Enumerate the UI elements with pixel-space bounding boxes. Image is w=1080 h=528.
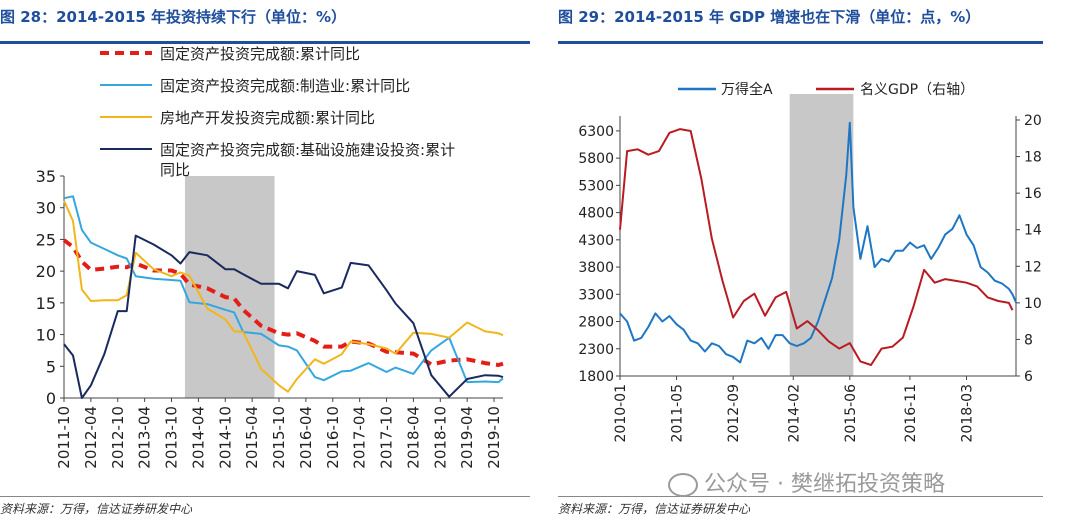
left-footer-rule (0, 496, 530, 497)
legend-label-2: 名义GDP（右轴） (860, 82, 974, 98)
left-figure-title: 图 28：2014-2015 年投资持续下行（单位：%） (0, 8, 347, 26)
x-tick-label: 2010-01 (613, 384, 629, 443)
right-figure: 图 29：2014-2015 年 GDP 增速也在下滑（单位：点，%） 1800… (558, 0, 1080, 528)
y-tick-label: 10 (36, 326, 56, 345)
y-left-tick-label: 5800 (578, 151, 614, 167)
x-tick-label: 2015-04 (243, 406, 261, 469)
x-tick-label: 2017-10 (378, 406, 396, 469)
y-right-tick-label: 10 (1024, 296, 1042, 312)
x-tick-label: 2019-04 (458, 406, 476, 469)
left-line-chart: 0 5 10 15 20 25 30 35 2011-10 2012-04 2012-10 2013-… (36, 45, 504, 469)
x-tick-label: 2018-03 (960, 384, 976, 443)
y-left-tick-label: 3300 (578, 287, 614, 303)
y-right-tick-label: 6 (1024, 369, 1033, 385)
x-tick-label: 2014-04 (189, 406, 207, 469)
y-left-tick-label: 2800 (578, 315, 614, 331)
series-line-4 (63, 234, 504, 399)
series-line-2 (619, 128, 1014, 366)
y-right-tick-label: 18 (1024, 150, 1042, 166)
x-tick-label: 2011-10 (55, 406, 73, 469)
y-left-tick-label: 1800 (578, 369, 614, 385)
y-left-tick-label: 4800 (578, 206, 614, 222)
y-right-tick-label: 20 (1024, 113, 1042, 129)
y-tick-label: 0 (46, 389, 56, 408)
x-tick-label: 2012-04 (82, 406, 100, 469)
x-tick-label: 2014-10 (216, 406, 234, 469)
right-source-note: 资料来源：万得，信达证券研发中心 (558, 502, 751, 516)
legend-label-4: 固定资产投资完成额:基础设施建设投资:累计同比 (160, 141, 455, 179)
x-tick-label: 2013-04 (136, 406, 154, 469)
x-tick-label: 2018-04 (404, 406, 422, 469)
y-tick-label: 5 (46, 357, 56, 376)
y-tick-label: 15 (36, 294, 56, 313)
x-tick-label: 2013-10 (163, 406, 181, 469)
x-tick-label: 2016-04 (297, 406, 315, 469)
x-tick-label: 2019-10 (485, 406, 503, 469)
y-right-tick-label: 16 (1024, 186, 1042, 202)
legend-label-1: 万得全A (721, 81, 773, 98)
legend-label-1: 固定资产投资完成额:累计同比 (160, 45, 360, 63)
series-line-2 (63, 195, 504, 384)
y-left-tick-label: 3800 (578, 260, 614, 276)
x-tick-label: 2017-04 (351, 406, 369, 469)
x-tick-label: 2012-10 (109, 406, 127, 469)
x-tick-label: 2015-06 (843, 384, 859, 443)
x-tick-label: 2016-11 (903, 384, 919, 443)
right-footer-rule (558, 496, 1043, 497)
right-figure-title: 图 29：2014-2015 年 GDP 增速也在下滑（单位：点，%） (558, 8, 981, 26)
legend-label-3: 房地产开发投资完成额:累计同比 (160, 109, 375, 127)
x-tick-label: 2015-10 (270, 406, 288, 469)
y-right-tick-label: 14 (1024, 223, 1042, 239)
right-title-rule (558, 41, 1043, 44)
y-tick-label: 20 (36, 262, 56, 281)
right-line-chart: 1800 2300 2800 3300 3800 4300 4800 5300 5800 6300… (578, 81, 1042, 443)
left-title-rule (0, 41, 530, 44)
series-line-3 (63, 200, 504, 393)
y-right-tick-label: 8 (1024, 332, 1033, 348)
x-tick-label: 2018-10 (431, 406, 449, 469)
y-left-tick-label: 5300 (578, 178, 614, 194)
y-tick-label: 25 (36, 230, 56, 249)
wechat-icon (668, 473, 698, 497)
series-line-1 (62, 238, 504, 367)
x-tick-label: 2011-05 (670, 384, 686, 443)
y-left-tick-label: 4300 (578, 233, 614, 249)
left-source-note: 资料来源：万得，信达证券研发中心 (0, 502, 193, 516)
series-line-1 (619, 121, 1017, 364)
y-left-tick-label: 6300 (578, 124, 614, 140)
x-tick-label: 2016-10 (324, 406, 342, 469)
shaded-period (789, 94, 854, 376)
y-left-tick-label: 2300 (578, 342, 614, 358)
watermark: 公众号 · 樊继拓投资策略 (668, 466, 945, 498)
y-right-tick-label: 12 (1024, 259, 1042, 275)
y-tick-label: 30 (36, 199, 56, 218)
watermark-text: 公众号 · 樊继拓投资策略 (704, 472, 945, 497)
x-tick-label: 2012-09 (726, 384, 742, 443)
left-figure: 图 28：2014-2015 年投资持续下行（单位：%） 0 5 10 15 20 25 3… (0, 0, 530, 528)
y-tick-label: 35 (36, 167, 56, 186)
x-tick-label: 2014-02 (786, 384, 802, 443)
legend-label-2: 固定资产投资完成额:制造业:累计同比 (160, 77, 410, 95)
